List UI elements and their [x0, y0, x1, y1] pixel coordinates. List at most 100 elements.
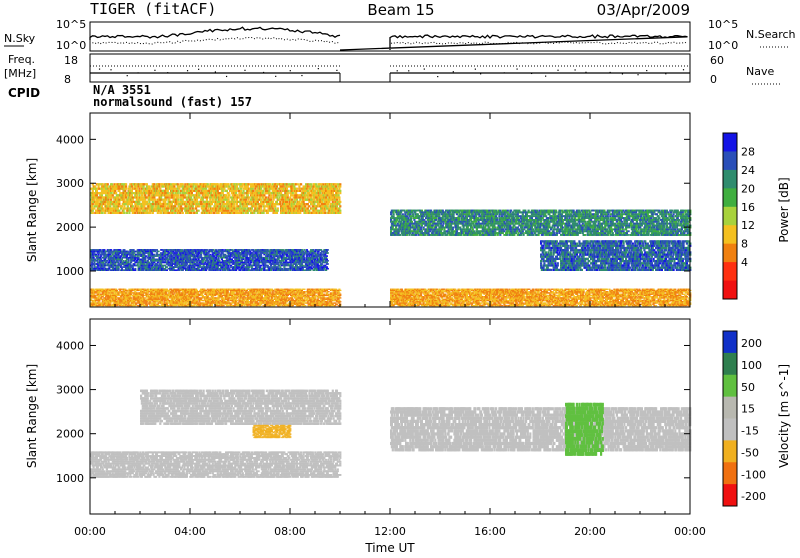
heatmap-cell: [516, 302, 518, 303]
nave-dot: [198, 69, 199, 70]
heatmap-cell: [193, 305, 195, 306]
heatmap-cell: [275, 295, 277, 296]
heatmap-cell: [285, 299, 287, 300]
heatmap-cell: [143, 304, 145, 305]
heatmap-cell: [338, 291, 340, 292]
heatmap-cell: [154, 302, 156, 303]
nave-label: Nave: [746, 65, 774, 78]
nave-tick-top: 60: [710, 54, 724, 67]
heatmap-cell: [468, 300, 470, 301]
heatmap-cell: [264, 300, 266, 301]
heatmap-cell: [436, 289, 438, 290]
heatmap-cell: [537, 301, 539, 302]
heatmap-cell: [568, 290, 570, 291]
heatmap-cell: [549, 290, 551, 291]
heatmap-cell: [438, 297, 440, 298]
heatmap-cell: [459, 295, 461, 296]
heatmap-cell: [438, 296, 440, 297]
heatmap-cell: [235, 301, 237, 302]
heatmap-cell: [117, 291, 119, 292]
heatmap-cell: [339, 295, 341, 296]
heatmap-cell: [283, 295, 285, 296]
heatmap-cell: [540, 292, 542, 293]
heatmap-cell: [269, 292, 271, 293]
heatmap-cell: [314, 296, 316, 297]
heatmap-cell: [168, 290, 170, 291]
heatmap-cell: [208, 295, 210, 296]
heatmap-cell: [254, 294, 256, 295]
heatmap-cell: [143, 291, 145, 292]
heatmap-cell: [572, 294, 574, 295]
heatmap-cell: [486, 297, 488, 298]
heatmap-cell: [152, 291, 154, 292]
heatmap-cell: [319, 296, 321, 297]
heatmap-cell: [125, 292, 127, 293]
heatmap-cell: [157, 300, 159, 301]
heatmap-cell: [582, 294, 584, 295]
heatmap-cell: [284, 302, 286, 303]
heatmap-cell: [313, 294, 315, 295]
heatmap-cell: [578, 304, 580, 305]
heatmap-cell: [576, 305, 578, 306]
heatmap-cell: [451, 297, 453, 298]
heatmap-cell: [206, 304, 208, 305]
nave-dot: [504, 72, 505, 73]
nsearch-label: N.Search: [746, 28, 796, 41]
heatmap-cell: [536, 296, 538, 297]
heatmap-cell: [278, 297, 280, 298]
heatmap-cell: [129, 296, 131, 297]
heatmap-cell: [185, 302, 187, 303]
heatmap-cell: [292, 305, 294, 306]
heatmap-cell: [207, 296, 209, 297]
heatmap-cell: [418, 297, 420, 298]
heatmap-cell: [253, 291, 255, 292]
heatmap-cell: [95, 304, 97, 305]
heatmap-cell: [142, 296, 144, 297]
heatmap-cell: [292, 299, 294, 300]
heatmap-cell: [200, 299, 202, 300]
heatmap-cell: [115, 296, 117, 297]
heatmap-cell: [471, 289, 473, 290]
heatmap-cell: [562, 301, 564, 302]
heatmap-cell: [98, 300, 100, 301]
heatmap-cell: [546, 291, 548, 292]
heatmap-cell: [511, 296, 513, 297]
heatmap-cell: [442, 304, 444, 305]
heatmap-cell: [292, 292, 294, 293]
freq-panel: Freq. [MHz] 18 8 60 0 Nave: [4, 53, 780, 86]
heatmap-cell: [197, 296, 199, 297]
heatmap-cell: [196, 301, 198, 302]
nave-dot: [187, 70, 188, 71]
heatmap-cell: [100, 295, 102, 296]
heatmap-cell: [534, 297, 536, 298]
heatmap-cell: [435, 290, 437, 291]
heatmap-cell: [303, 299, 305, 300]
heatmap-cell: [212, 296, 214, 297]
heatmap-cell: [559, 290, 561, 291]
heatmap-cell: [580, 289, 582, 290]
nave-dot: [336, 70, 337, 71]
heatmap-cell: [338, 300, 340, 301]
heatmap-cell: [116, 290, 118, 291]
heatmap-cell: [338, 302, 340, 303]
heatmap-cell: [195, 289, 197, 290]
heatmap-cell: [321, 305, 323, 306]
heatmap-cell: [321, 292, 323, 293]
heatmap-cell: [228, 301, 230, 302]
heatmap-cell: [124, 289, 126, 290]
heatmap-cell: [165, 292, 167, 293]
heatmap-cell: [522, 305, 524, 306]
heatmap-cell: [235, 299, 237, 300]
heatmap-cell: [248, 302, 250, 303]
heatmap-cell: [300, 295, 302, 296]
heatmap-cell: [286, 296, 288, 297]
heatmap-cell: [239, 299, 241, 300]
nave-dot: [665, 73, 666, 74]
heatmap-cell: [271, 297, 273, 298]
heatmap-cell: [202, 295, 204, 296]
nsearch-tick-bottom: 10^0: [708, 39, 738, 52]
heatmap-cell: [523, 295, 525, 296]
heatmap-cell: [390, 294, 392, 295]
heatmap-cell: [242, 301, 244, 302]
heatmap-cell: [444, 294, 446, 295]
